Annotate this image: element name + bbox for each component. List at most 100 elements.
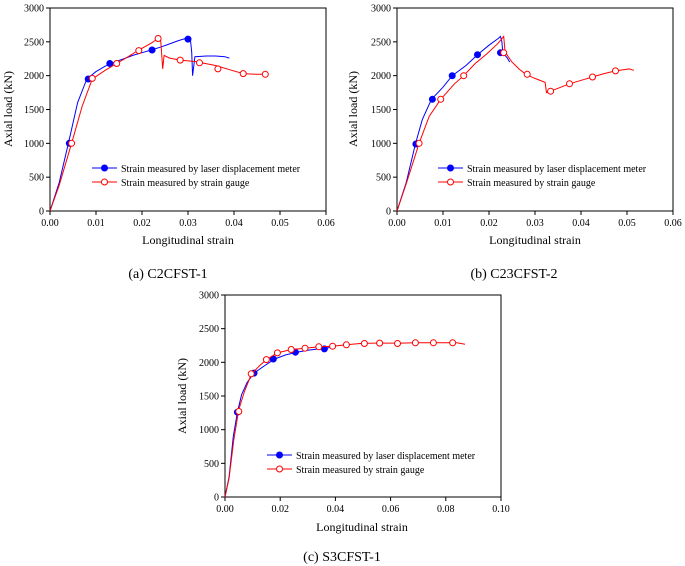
legend-laser-label: Strain measured by laser displacement me… (467, 164, 647, 175)
legend-laser-marker (276, 451, 283, 459)
panel-a-y-axis-label: Axial load (kN) (1, 71, 15, 147)
y-tick-label: 1000 (199, 425, 219, 436)
y-tick-label: 1000 (371, 139, 391, 150)
data-point-gauge (262, 356, 270, 364)
data-point-laser (184, 35, 192, 43)
data-point-laser (428, 95, 436, 103)
data-point-laser (448, 72, 456, 80)
y-tick-label: 500 (29, 173, 44, 184)
panel-b-y-axis-label: Axial load (kN) (346, 71, 360, 147)
data-point-gauge (612, 67, 619, 75)
data-point-gauge (88, 74, 96, 82)
y-tick-label: 2500 (24, 37, 44, 48)
x-tick-label: 0.05 (618, 218, 636, 229)
panel-a-plot: 0.00 0.01 0.02 0.03 0.04 0.05 0.06 0 500 1000 1500… (24, 4, 335, 230)
data-point-gauge (273, 349, 281, 357)
data-point-gauge (176, 56, 184, 64)
panel-c-x-axis-label: Longitudinal strain (316, 520, 408, 534)
data-point-gauge (113, 60, 121, 67)
series-line-gauge (396, 35, 635, 212)
y-tick-label: 500 (376, 173, 391, 184)
panel-b-x-axis-label: Longitudinal strain (489, 233, 581, 247)
data-point-gauge (566, 80, 573, 88)
series-line-laser (224, 347, 330, 498)
y-tick-label: 1500 (371, 105, 391, 116)
data-point-gauge (500, 49, 508, 57)
data-point-gauge (247, 370, 255, 378)
y-tick-label: 1500 (199, 392, 219, 403)
y-tick-label: 0 (39, 207, 44, 218)
data-point-gauge (135, 47, 143, 55)
legend-gauge-label: Strain measured by strain gauge (121, 178, 250, 189)
data-point-gauge (547, 87, 555, 95)
data-point-gauge (376, 339, 384, 347)
y-tick-label: 2000 (24, 71, 44, 82)
x-tick-label: 0.05 (271, 218, 289, 229)
data-point-gauge (68, 139, 76, 147)
x-tick-label: 0.04 (572, 218, 590, 229)
x-tick-label: 0.02 (271, 504, 289, 515)
x-tick-label: 0.03 (526, 218, 544, 229)
x-tick-label: 0.08 (437, 504, 455, 515)
x-tick-label: 0.04 (327, 504, 345, 515)
data-point-gauge (235, 408, 243, 415)
data-point-laser (474, 51, 481, 59)
x-tick-label: 0.10 (492, 504, 510, 515)
data-point-gauge (287, 346, 295, 353)
x-tick-label: 0.01 (434, 218, 452, 229)
data-point-gauge (342, 341, 350, 349)
panel-c-plot: 0.00 0.02 0.04 0.06 0.08 0.10 0 500 1000 1500 2000… (199, 291, 510, 516)
data-point-gauge (523, 70, 531, 78)
x-tick-label: 0.01 (87, 218, 105, 229)
y-tick-label: 2500 (199, 324, 219, 335)
legend-gauge-label: Strain measured by strain gauge (467, 178, 596, 189)
panel-c-legend: Strain measured by laser displacement me… (267, 451, 476, 476)
data-point-gauge (214, 65, 222, 73)
x-tick-label: 0.02 (133, 218, 151, 229)
legend-gauge-marker (276, 465, 283, 473)
data-point-gauge (429, 339, 437, 347)
panel-a-legend: Strain measured by laser displacement me… (92, 164, 301, 189)
x-tick-label: 0.06 (664, 218, 682, 229)
y-tick-label: 2500 (371, 37, 391, 48)
data-point-gauge (315, 343, 323, 351)
panel-b-plot: 0.00 0.01 0.02 0.03 0.04 0.05 0.06 0 500 1000 1500… (371, 4, 682, 230)
x-tick-label: 0.00 (388, 218, 406, 229)
panel-c-caption: (c) S3CFST-1 (303, 550, 381, 565)
y-tick-label: 0 (214, 493, 219, 504)
panel-a-x-axis-label: Longitudinal strain (142, 233, 234, 247)
y-tick-label: 3000 (371, 4, 391, 15)
y-tick-label: 2000 (199, 358, 219, 369)
data-point-gauge (329, 342, 337, 350)
data-point-gauge (589, 73, 596, 81)
y-tick-label: 3000 (24, 4, 44, 15)
data-point-gauge (415, 139, 423, 147)
x-tick-label: 0.06 (317, 218, 335, 229)
x-tick-label: 0.00 (216, 504, 234, 515)
x-tick-label: 0.06 (382, 504, 400, 515)
data-point-gauge (449, 339, 457, 347)
x-tick-label: 0.03 (179, 218, 197, 229)
x-tick-label: 0.04 (225, 218, 243, 229)
panel-c: (c) S3CFST-1 Longitudinal strain Axial l… (175, 291, 510, 566)
panel-b: (b) C23CFST-2 Longitudinal strain Axial … (346, 4, 682, 283)
data-point-gauge (239, 70, 247, 78)
data-point-gauge (196, 59, 203, 67)
data-point-gauge (411, 339, 419, 347)
y-tick-label: 500 (204, 459, 219, 470)
legend-laser-label: Strain measured by laser displacement me… (296, 451, 476, 462)
series-line-laser (49, 37, 230, 212)
legend-laser-marker (447, 164, 454, 172)
panel-b-caption: (b) C23CFST-2 (470, 267, 557, 282)
data-point-laser (269, 355, 277, 363)
data-point-gauge (301, 344, 309, 352)
legend-gauge-marker (447, 178, 454, 186)
y-tick-label: 0 (386, 207, 391, 218)
x-tick-label: 0.02 (480, 218, 498, 229)
y-tick-label: 2000 (371, 71, 391, 82)
panel-a: (a) C2CFST-1 Longitudinal strain Axial l… (1, 4, 335, 283)
y-tick-label: 1000 (24, 139, 44, 150)
panel-a-caption: (a) C2CFST-1 (128, 267, 207, 282)
data-point-gauge (261, 70, 269, 78)
